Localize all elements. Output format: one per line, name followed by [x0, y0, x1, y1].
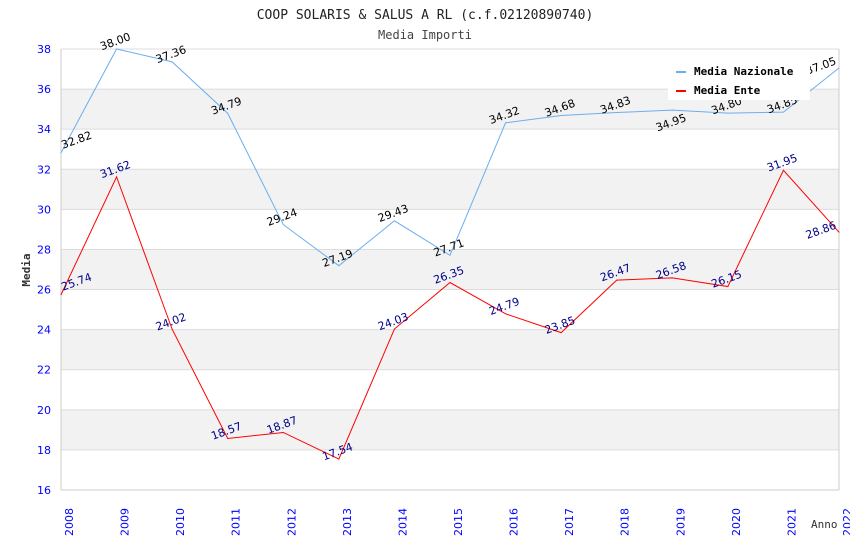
data-point	[671, 109, 673, 111]
x-tick-label: 2009	[119, 508, 132, 536]
data-point	[782, 169, 784, 171]
x-tick-label: 2016	[508, 508, 521, 536]
data-point	[449, 254, 451, 256]
legend-label-nazionale: Media Nazionale	[694, 65, 794, 78]
x-tick-label: 2014	[396, 508, 409, 536]
y-tick-label: 34	[37, 123, 51, 136]
data-point	[727, 286, 729, 288]
x-tick-label: 2022	[841, 508, 850, 536]
y-tick-label: 26	[37, 284, 51, 297]
data-point	[616, 112, 618, 114]
data-point	[505, 313, 507, 315]
x-tick-label: 2021	[785, 508, 798, 536]
data-point	[782, 111, 784, 113]
x-tick-label: 2020	[730, 508, 743, 536]
data-point	[838, 67, 840, 69]
data-label: 32.82	[60, 129, 94, 152]
data-point	[449, 282, 451, 284]
grid-band	[61, 169, 839, 210]
data-point	[727, 112, 729, 114]
x-tick-label: 2015	[452, 508, 465, 536]
data-point	[282, 431, 284, 433]
x-axis-label: Anno	[811, 518, 838, 531]
data-point	[171, 61, 173, 63]
chart-title: COOP SOLARIS & SALUS A RL (c.f.021208907…	[257, 8, 594, 23]
data-point	[338, 458, 340, 460]
y-tick-label: 32	[37, 163, 51, 176]
data-point	[60, 152, 62, 154]
y-tick-label: 18	[37, 444, 51, 457]
x-tick-label: 2018	[619, 508, 632, 536]
y-tick-label: 24	[37, 324, 51, 337]
legend-label-ente: Media Ente	[694, 84, 761, 97]
x-tick-label: 2019	[674, 508, 687, 536]
data-label: 24.79	[487, 295, 521, 318]
y-tick-label: 36	[37, 83, 51, 96]
chart-subtitle: Media Importi	[378, 28, 472, 42]
legend: Media Nazionale Media Ente	[668, 58, 810, 100]
data-point	[338, 265, 340, 267]
data-point	[116, 48, 118, 50]
data-label: 38.00	[98, 30, 132, 53]
data-point	[505, 122, 507, 124]
grid-band	[61, 329, 839, 370]
y-tick-label: 28	[37, 243, 51, 256]
x-tick-label: 2017	[563, 508, 576, 536]
data-point	[60, 294, 62, 296]
x-tick-label: 2008	[63, 508, 76, 536]
data-label: 37.36	[154, 43, 188, 66]
data-point	[227, 437, 229, 439]
y-axis-label: Media	[20, 253, 33, 286]
x-tick-label: 2013	[341, 508, 354, 536]
y-tick-label: 20	[37, 404, 51, 417]
grid-band	[61, 409, 839, 450]
y-tick-label: 22	[37, 364, 51, 377]
data-point	[671, 277, 673, 279]
data-point	[171, 328, 173, 330]
x-tick-label: 2010	[174, 508, 187, 536]
data-point	[560, 115, 562, 117]
data-point	[227, 112, 229, 114]
data-point	[616, 279, 618, 281]
data-point	[838, 231, 840, 233]
x-tick-label: 2011	[230, 508, 243, 536]
y-tick-label: 30	[37, 203, 51, 216]
data-point	[116, 176, 118, 178]
data-point	[560, 332, 562, 334]
data-label: 28.86	[804, 219, 838, 242]
data-point	[282, 224, 284, 226]
y-tick-label: 38	[37, 43, 51, 56]
data-point	[393, 220, 395, 222]
data-point	[393, 328, 395, 330]
x-tick-label: 2012	[285, 508, 298, 536]
y-tick-label: 16	[37, 484, 51, 497]
